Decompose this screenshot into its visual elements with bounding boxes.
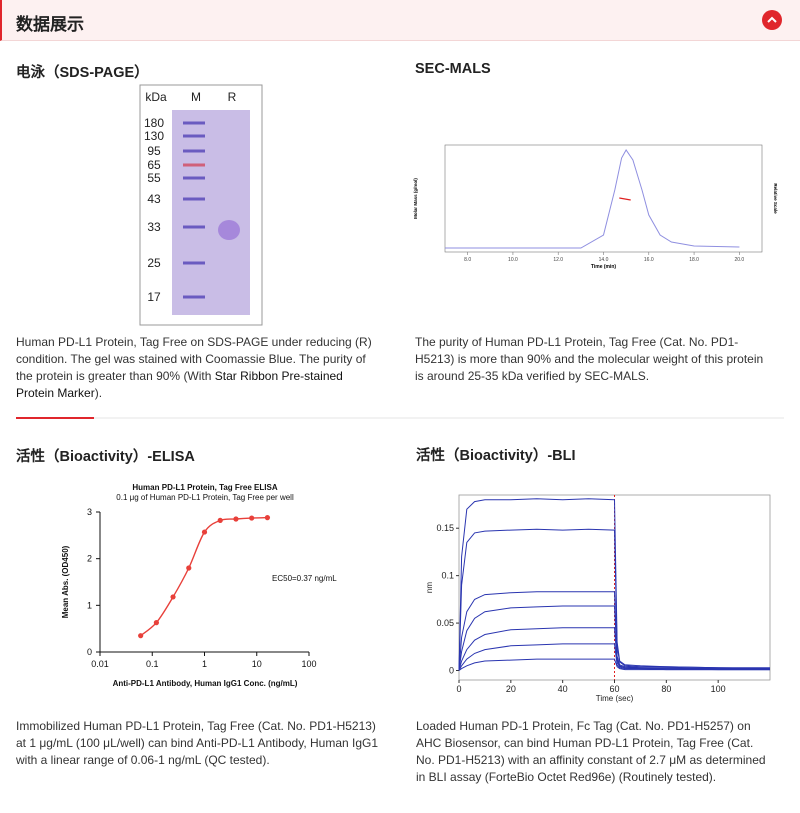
marker-band (183, 176, 205, 180)
caption: Human PD-L1 Protein, Tag Free on SDS-PAG… (16, 334, 376, 402)
section-title: 电泳（SDS-PAGE） (16, 65, 149, 81)
caption-link[interactable]: Star Ribbon Pre-stained Protein Marker (16, 369, 343, 400)
sensorgram (458, 643, 770, 671)
x-tick-label: 10 (252, 659, 262, 669)
y-axis-label: nm (425, 582, 434, 593)
y-tick-label: 3 (87, 507, 92, 517)
caption-text: Immobilized Human PD-L1 Protein, Tag Fre… (16, 719, 379, 767)
section-title: 活性（Bioactivity）-BLI (416, 448, 576, 464)
sensorgram (458, 658, 770, 671)
x-tick-label: 16.0 (644, 257, 654, 263)
marker-label: 25 (147, 256, 161, 270)
sensorgram (458, 591, 770, 671)
x-tick-label: 0.1 (146, 659, 159, 669)
marker-band (183, 134, 205, 138)
y-tick-label: 1 (87, 600, 92, 610)
y-tick-label: 0.05 (436, 618, 454, 628)
sensorgram (458, 528, 771, 671)
marker-label: 130 (144, 129, 164, 143)
collapse-button[interactable] (762, 10, 782, 30)
x-tick-label: 80 (661, 684, 671, 694)
header: 数据展示 (0, 0, 800, 41)
section-title: SEC-MALS (415, 61, 491, 77)
marker-label: 17 (147, 290, 161, 304)
marker-label: 65 (147, 158, 161, 172)
header-title: 数据展示 (16, 15, 84, 34)
x-tick-label: 8.0 (464, 257, 471, 263)
marker-band (183, 225, 205, 229)
chart-title: Human PD-L1 Protein, Tag Free ELISA (132, 483, 277, 492)
marker-band (183, 295, 205, 299)
x-tick-label: 12.0 (553, 257, 563, 263)
section-title: 活性（Bioactivity）-ELISA (16, 449, 195, 465)
marker-label: 55 (147, 171, 161, 185)
lane-label: kDa (145, 90, 167, 104)
y-tick-label: 0 (449, 666, 454, 676)
data-point (153, 620, 159, 626)
marker-label: 43 (147, 192, 161, 206)
y-axis-label: Molar Mass (g/mol) (413, 178, 418, 219)
marker-band (183, 197, 205, 201)
chart-subtitle: 0.1 μg of Human PD-L1 Protein, Tag Free … (116, 493, 294, 502)
lane-label: R (228, 90, 237, 104)
data-point (201, 529, 208, 535)
x-tick-label: 20 (506, 684, 516, 694)
lane-label: M (191, 90, 201, 104)
y-tick-label: 0.15 (436, 523, 454, 533)
x-tick-label: 18.0 (689, 257, 699, 263)
caption-text: Loaded Human PD-1 Protein, Fc Tag (Cat. … (416, 719, 766, 784)
marker-band (183, 149, 205, 153)
fit-curve (140, 516, 268, 637)
data-point (249, 515, 255, 521)
y-axis-label: Mean Abs. (OD450) (61, 545, 70, 618)
annotation: EC50=0.37 ng/mL (272, 574, 337, 583)
y-tick-label: 0.1 (441, 571, 454, 581)
y-tick-label: 2 (87, 554, 92, 564)
caption-text: Human PD-L1 Protein, Tag Free on SDS-PAG… (16, 335, 372, 383)
sensorgram (458, 605, 770, 671)
plot-frame (458, 494, 771, 681)
x-tick-label: 100 (711, 684, 726, 694)
x-tick-label: 20.0 (734, 257, 744, 263)
marker-band (183, 163, 205, 167)
plot-frame (444, 144, 763, 253)
x-tick-label: 0 (456, 684, 461, 694)
x-axis-label: Anti-PD-L1 Antibody, Human IgG1 Conc. (n… (113, 679, 298, 688)
caption-text: ). (94, 386, 103, 400)
y-tick-label: 0 (87, 647, 92, 657)
marker-label: 180 (144, 116, 164, 130)
x-axis-label: Time (sec) (596, 694, 634, 703)
marker-band (183, 121, 205, 125)
x-tick-label: 100 (301, 659, 316, 669)
data-point (170, 594, 176, 600)
x-tick-label: 14.0 (599, 257, 609, 263)
x-tick-label: 40 (558, 684, 568, 694)
trace (445, 149, 740, 249)
data-point (186, 565, 192, 571)
x-tick-label: 60 (609, 684, 619, 694)
x-tick-label: 0.01 (91, 659, 109, 669)
x-axis-label: Time (min) (591, 264, 617, 270)
marker-label: 33 (147, 220, 161, 234)
x-tick-label: 10.0 (508, 257, 518, 263)
data-point (264, 515, 271, 521)
data-point (233, 516, 239, 522)
caption: The purity of Human PD-L1 Protein, Tag F… (415, 334, 775, 385)
caption: Loaded Human PD-1 Protein, Fc Tag (Cat. … (416, 718, 771, 786)
data-point (217, 517, 223, 524)
caption-text: The purity of Human PD-L1 Protein, Tag F… (415, 335, 764, 383)
sensorgram (458, 627, 770, 671)
trace (619, 197, 631, 201)
y2-axis-label: Relative Scale (773, 183, 778, 214)
marker-label: 95 (147, 144, 161, 158)
x-tick-label: 1 (202, 659, 207, 669)
marker-band (183, 261, 205, 265)
caption: Immobilized Human PD-L1 Protein, Tag Fre… (16, 718, 381, 769)
sensorgram (458, 498, 770, 671)
data-point (138, 633, 144, 639)
